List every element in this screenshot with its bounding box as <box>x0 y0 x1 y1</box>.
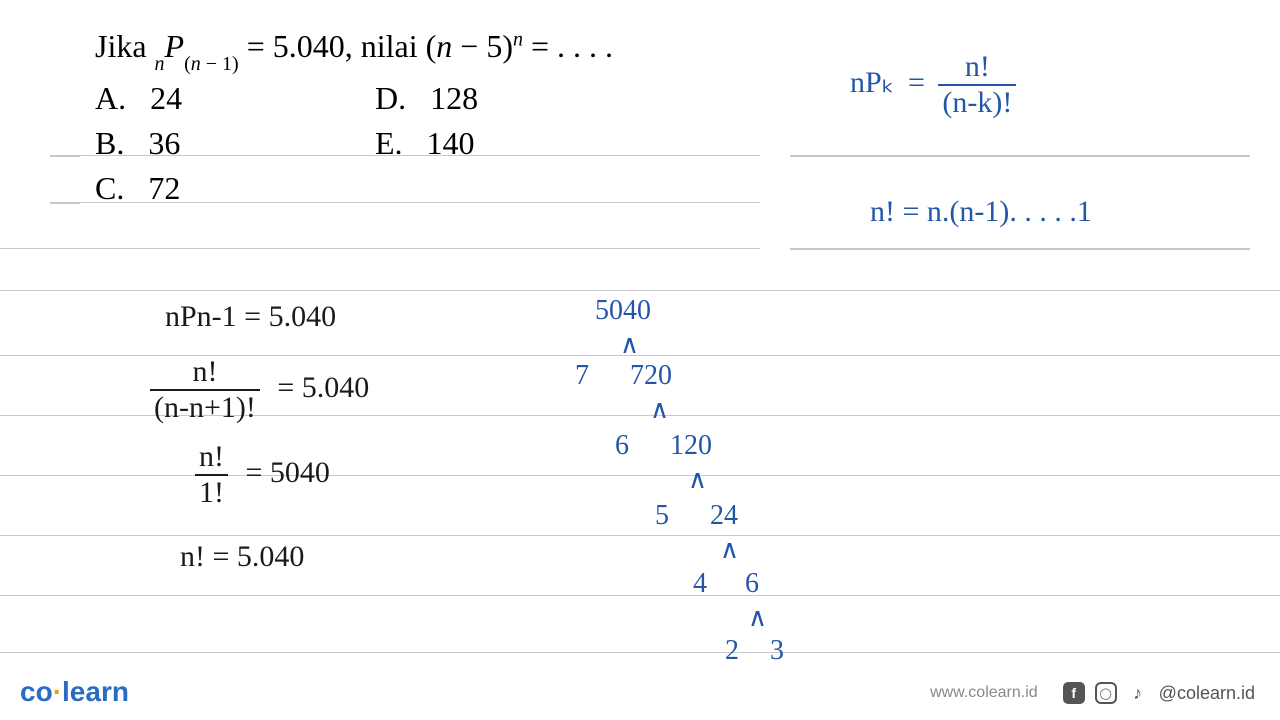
tree-n1-l: 7 <box>575 360 589 392</box>
work-l2-rhs: = 5.040 <box>277 371 369 404</box>
tree-caret-3: ∧ <box>688 465 707 495</box>
logo-co: co <box>20 676 53 707</box>
tree-n3-l: 5 <box>655 500 669 532</box>
colearn-logo: co·learn <box>20 676 129 708</box>
q-sub-n: n <box>155 53 165 75</box>
work-line-3: n! 1! = 5040 <box>195 440 330 510</box>
npk-den: (n-k)! <box>938 86 1016 120</box>
work-l2-den: (n-n+1)! <box>150 391 260 425</box>
opt-b-label: B. <box>95 125 124 161</box>
q-po: ( <box>426 28 437 64</box>
question-text: Jika nP(n − 5n − 1) = 5.040, nilai (n − … <box>95 28 613 70</box>
opt-d-label: D. <box>375 80 406 116</box>
q-p: P <box>165 28 185 64</box>
instagram-icon: ◯ <box>1095 682 1117 704</box>
opt-b-val: 36 <box>148 125 180 161</box>
work-l2-num: n! <box>150 355 260 391</box>
q-eqval: = 5.040, <box>239 28 361 64</box>
footer-url: www.colearn.id <box>930 684 1038 702</box>
tree-caret-4: ∧ <box>720 535 739 565</box>
q-pc: ) <box>502 28 513 64</box>
npk-eq: = <box>908 66 925 99</box>
tree-caret-5: ∧ <box>748 603 767 633</box>
tree-start: 5040 <box>595 295 651 327</box>
logo-learn: learn <box>62 676 129 707</box>
work-line-2: n! (n-n+1)! = 5.040 <box>150 355 369 425</box>
opt-d-val: 128 <box>430 80 478 116</box>
tree-n4-r: 6 <box>745 568 759 600</box>
opt-a-val: 24 <box>150 80 182 116</box>
tree-n5-r: 3 <box>770 635 784 667</box>
npk-lhs: nPₖ <box>850 66 894 99</box>
q-prefix: Jika <box>95 28 155 64</box>
footer-right: www.colearn.id f ◯ ♪ @colearn.id <box>930 682 1255 704</box>
tree-n5-l: 2 <box>725 635 739 667</box>
tree-n4-l: 4 <box>693 568 707 600</box>
opt-e-label: E. <box>375 125 403 161</box>
work-line-4: n! = 5.040 <box>180 540 304 574</box>
opt-c-label: C. <box>95 170 124 206</box>
npk-num: n! <box>938 50 1016 86</box>
tree-n3-r: 24 <box>710 500 738 532</box>
tree-n1-r: 720 <box>630 360 672 392</box>
tree-n2-r: 120 <box>670 430 712 462</box>
opt-a-label: A. <box>95 80 126 116</box>
tree-caret-2: ∧ <box>650 395 669 425</box>
q-sub-nm1: (n − 5n − 1) <box>184 53 239 75</box>
permutation-formula: nPₖ = n! (n-k)! <box>850 50 1016 120</box>
q-sup: n <box>513 28 523 50</box>
tree-caret-1: ∧ <box>620 330 639 360</box>
answer-options: A. 24 D. 128 B. 36 E. 140 C. 72 <box>95 80 555 215</box>
tiktok-icon: ♪ <box>1127 682 1149 704</box>
q-nilai: nilai <box>361 28 426 64</box>
q-trail: = . . . . <box>523 28 613 64</box>
work-l3-rhs: = 5040 <box>246 456 330 489</box>
footer-handle: @colearn.id <box>1159 683 1255 704</box>
opt-c-val: 72 <box>148 170 180 206</box>
work-l3-den: 1! <box>195 476 228 510</box>
work-l3-num: n! <box>195 440 228 476</box>
work-line-1: nPn-1 = 5.040 <box>165 300 336 334</box>
tree-n2-l: 6 <box>615 430 629 462</box>
factorial-definition: n! = n.(n-1). . . . .1 <box>870 195 1092 229</box>
opt-e-val: 140 <box>427 125 475 161</box>
facebook-icon: f <box>1063 682 1085 704</box>
